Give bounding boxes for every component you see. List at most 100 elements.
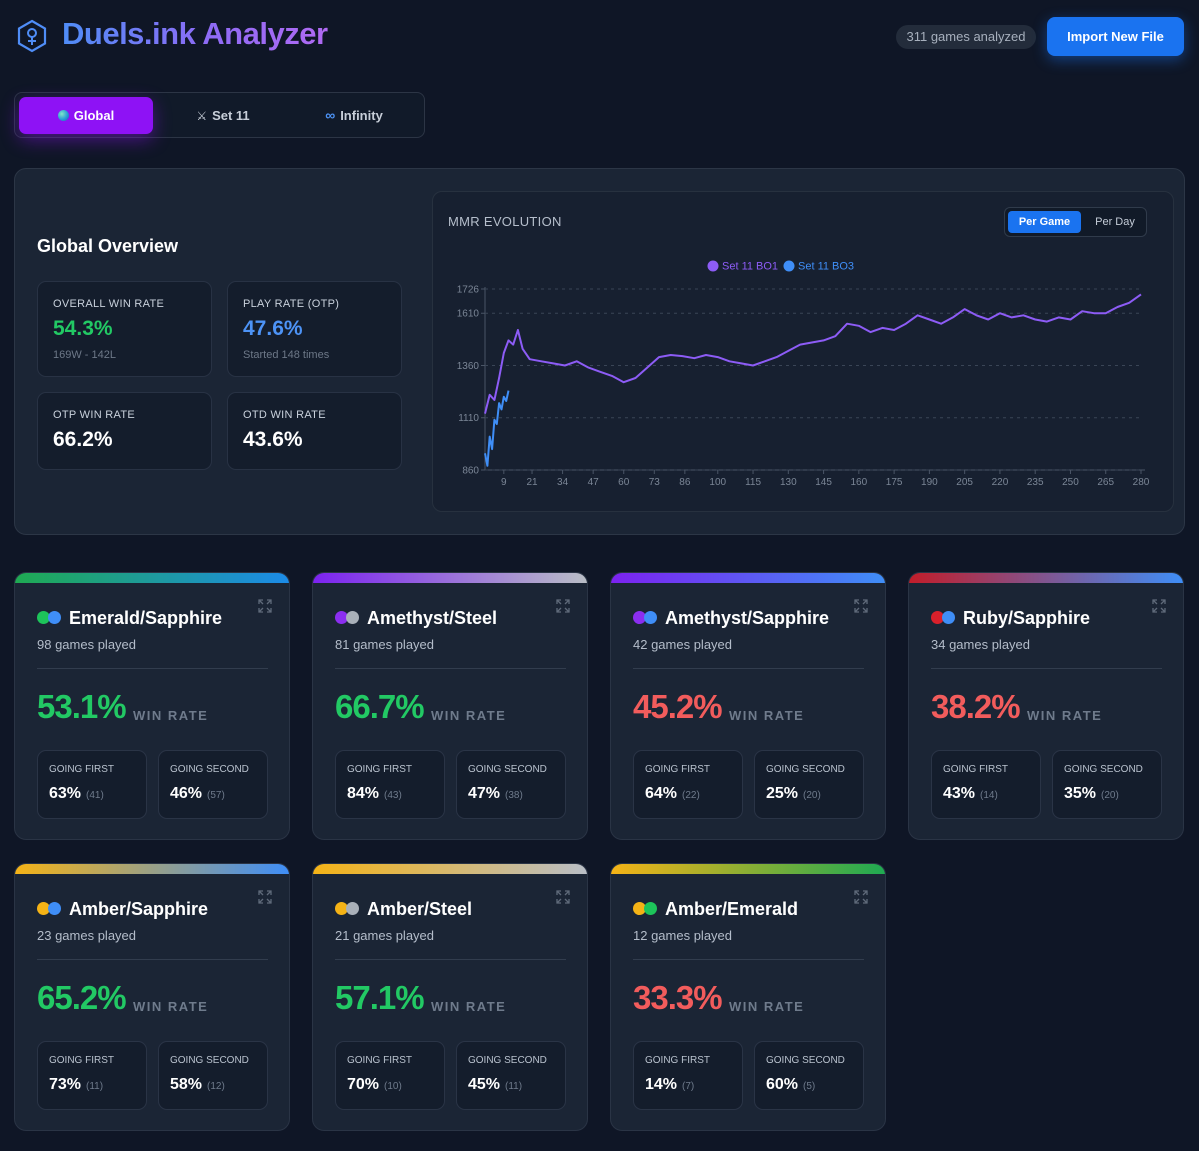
app-header: Duels.ink Analyzer 311 games analyzed Im… [0,0,1199,72]
going-second-percent: 60% [766,1076,799,1093]
going-first-card: GOING FIRST 43% (14) [931,750,1041,819]
deck-card[interactable]: Amethyst/Steel 81 games played 66.7% WIN… [312,572,588,840]
going-second-label: GOING SECOND [468,764,547,775]
deck-color-bar [15,864,289,874]
going-first-count: (7) [682,1081,695,1092]
going-first-label: GOING FIRST [943,764,1008,775]
deck-card[interactable]: Ruby/Sapphire 34 games played 38.2% WIN … [908,572,1184,840]
x-tick-label: 34 [557,477,569,488]
going-second-card: GOING SECOND 46% (57) [158,750,268,819]
expand-icon[interactable] [1152,599,1166,613]
going-first-percent: 84% [347,785,380,802]
stat-label: OTP WIN RATE [53,409,136,421]
deck-card[interactable]: Emerald/Sapphire 98 games played 53.1% W… [14,572,290,840]
import-new-file-button[interactable]: Import New File [1047,17,1184,56]
going-first-percent: 43% [943,785,976,802]
tab-global-label: Global [73,108,115,123]
expand-icon[interactable] [258,599,272,613]
globe-icon [57,110,69,121]
per-game-button[interactable]: Per Game [1008,211,1081,233]
going-first-count: (10) [384,1081,402,1092]
deck-ink-dots [335,902,363,916]
games-analyzed-badge: 311 games analyzed [896,25,1036,49]
going-first-count: (43) [384,790,402,801]
deck-card[interactable]: Amber/Steel 21 games played 57.1% WIN RA… [312,863,588,1131]
deck-ink-dots [37,902,65,916]
going-second-value: 46% (57) [170,785,225,803]
otd-win-rate-card: OTD WIN RATE 43.6% [227,392,402,470]
series-line-set-11-bo3 [484,390,510,467]
going-first-value: 14% (7) [645,1076,694,1094]
going-first-percent: 64% [645,785,678,802]
going-first-percent: 63% [49,785,82,802]
going-second-percent: 58% [170,1076,203,1093]
expand-icon[interactable] [258,890,272,904]
x-tick-label: 21 [526,477,538,488]
deck-ink-dots [633,611,661,625]
going-second-label: GOING SECOND [1064,764,1143,775]
going-first-count: (11) [86,1081,104,1092]
x-tick-label: 175 [886,477,903,488]
going-first-card: GOING FIRST 70% (10) [335,1041,445,1110]
expand-icon[interactable] [854,599,868,613]
tab-global[interactable]: Global [19,97,153,134]
mmr-evolution-chart: MMR EVOLUTION Per Game Per Day 860 1110 13… [432,191,1174,512]
hexagon-logo-icon [17,19,47,53]
x-tick-label: 60 [618,477,630,488]
x-tick-label: 250 [1062,477,1079,488]
going-second-count: (20) [803,790,821,801]
ink-dot-icon [37,902,50,915]
global-overview-panel: Global Overview OVERALL WIN RATE 54.3% 1… [14,168,1185,535]
deck-name: Emerald/Sapphire [69,608,223,628]
win-rate-label: WIN RATE [1027,708,1103,723]
ink-dot-icon [346,902,359,915]
stat-value: 47.6% [243,317,303,340]
y-tick-label: 860 [462,466,479,477]
going-second-count: (11) [505,1081,523,1092]
going-first-percent: 14% [645,1076,678,1093]
x-tick-label: 115 [745,477,761,488]
infinity-icon: ∞ [325,107,336,123]
ink-dot-icon [48,611,61,624]
going-first-card: GOING FIRST 14% (7) [633,1041,743,1110]
stat-label: OVERALL WIN RATE [53,298,165,310]
going-second-value: 25% (20) [766,785,821,803]
deck-name: Amber/Sapphire [69,899,209,919]
ink-dot-icon [335,611,348,624]
deck-card[interactable]: Amber/Emerald 12 games played 33.3% WIN … [610,863,886,1131]
divider [633,668,864,669]
expand-icon[interactable] [556,890,570,904]
win-rate-label: WIN RATE [431,708,507,723]
expand-icon[interactable] [854,890,868,904]
going-second-value: 35% (20) [1064,785,1119,803]
ink-dot-icon [335,902,348,915]
stat-label: OTD WIN RATE [243,409,326,421]
deck-games-played: 34 games played [931,637,1031,652]
x-tick-label: 100 [709,477,726,488]
tab-infinity[interactable]: ∞ Infinity [287,97,421,134]
ink-dot-icon [346,611,359,624]
going-first-value: 84% (43) [347,785,402,803]
expand-icon[interactable] [556,599,570,613]
deck-color-bar [611,573,885,583]
going-first-label: GOING FIRST [49,1055,114,1066]
going-second-count: (57) [207,790,225,801]
series-line-set-11-bo1 [484,293,1142,414]
going-first-count: (14) [980,790,998,801]
stat-value: 66.2% [53,428,113,451]
chart-title: MMR EVOLUTION [448,214,562,229]
tab-set-11[interactable]: ⚔ Set 11 [156,97,290,134]
overview-title: Global Overview [37,236,179,256]
ink-dot-icon [644,902,657,915]
x-tick-label: 265 [1097,477,1114,488]
going-second-count: (5) [803,1081,816,1092]
y-tick-label: 1360 [457,361,480,372]
deck-card[interactable]: Amethyst/Sapphire 42 games played 45.2% … [610,572,886,840]
per-day-button[interactable]: Per Day [1095,216,1135,228]
deck-ink-dots [37,611,65,625]
x-tick-label: 86 [679,477,691,488]
deck-card[interactable]: Amber/Sapphire 23 games played 65.2% WIN… [14,863,290,1131]
going-second-label: GOING SECOND [468,1055,547,1066]
y-tick-label: 1610 [457,309,480,320]
x-tick-label: 160 [851,477,868,488]
